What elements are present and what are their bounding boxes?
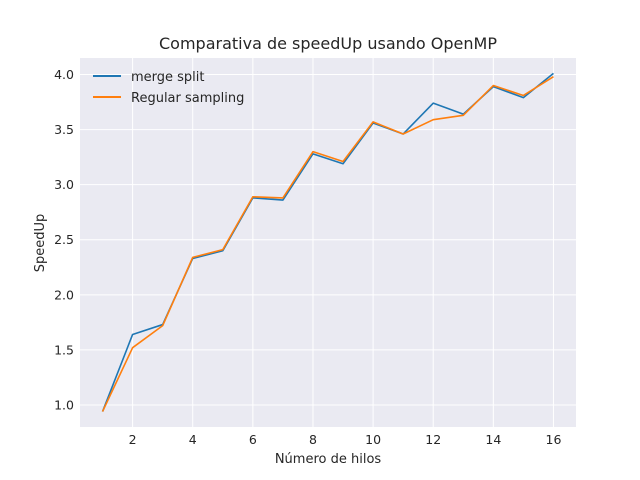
- x-tick-label: 12: [425, 432, 441, 447]
- series-group: [101, 72, 554, 412]
- chart-title: Comparativa de speedUp usando OpenMP: [159, 34, 497, 53]
- x-tick-label: 4: [189, 432, 197, 447]
- x-tick-label: 16: [546, 432, 562, 447]
- x-tick-label: 6: [249, 432, 257, 447]
- y-tick-label: 2.0: [54, 287, 74, 302]
- legend-label-merge-split: merge split: [131, 70, 205, 85]
- tick-labels: 2 4 6 8 10 12 14 16 1.0 1.5 2.0 2.5 3.0 3.5 4.0: [54, 67, 561, 447]
- x-tick-label: 2: [129, 432, 137, 447]
- legend-label-regular-sampling: Regular sampling: [131, 91, 244, 106]
- y-tick-label: 1.0: [54, 397, 74, 412]
- y-tick-label: 3.0: [54, 177, 74, 192]
- y-tick-label: 3.5: [54, 122, 74, 137]
- x-tick-label: 10: [365, 432, 381, 447]
- x-axis-label: Número de hilos: [275, 452, 382, 467]
- x-tick-label: 14: [485, 432, 501, 447]
- legend: merge split Regular sampling: [93, 70, 244, 106]
- y-axis-label: SpeedUp: [33, 214, 48, 273]
- plot-area: [80, 58, 576, 427]
- y-tick-label: 4.0: [54, 67, 74, 82]
- series-line-regular-sampling: [101, 76, 554, 412]
- x-tick-label: 8: [309, 432, 317, 447]
- y-tick-label: 1.5: [54, 342, 74, 357]
- y-tick-label: 2.5: [54, 232, 74, 247]
